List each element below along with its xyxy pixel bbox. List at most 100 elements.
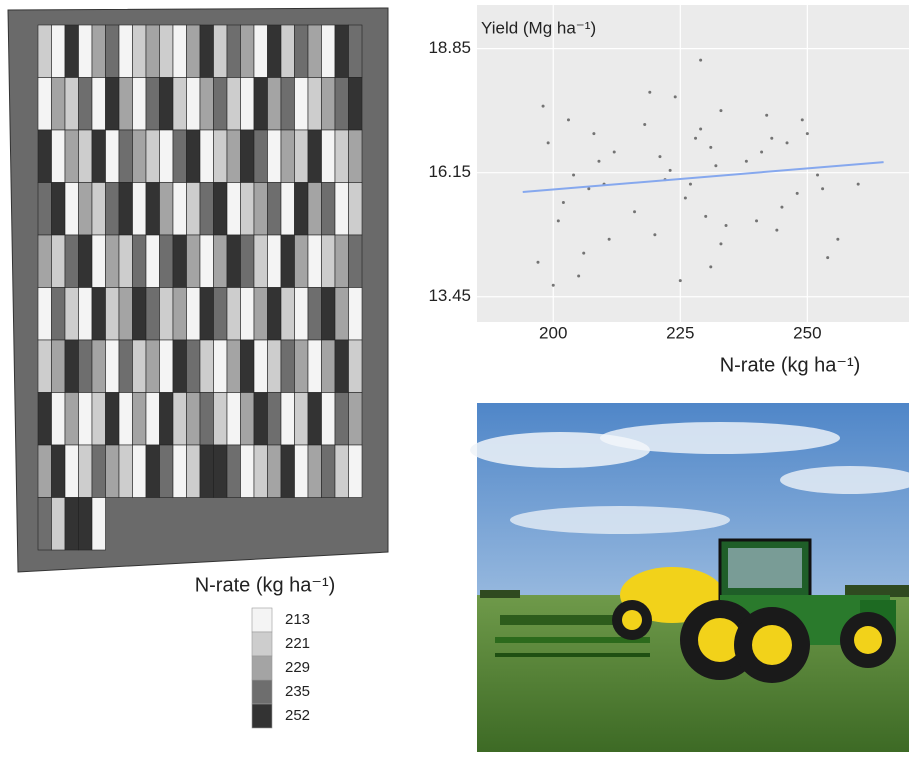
plot-cell xyxy=(295,393,309,446)
plot-cell xyxy=(38,288,52,341)
plot-cell xyxy=(241,393,255,446)
plot-cell xyxy=(133,340,147,393)
plot-cell xyxy=(322,340,336,393)
plot-cell xyxy=(119,235,133,288)
legend-label: 229 xyxy=(285,659,310,676)
plot-cell xyxy=(349,340,363,393)
point xyxy=(704,215,707,218)
point xyxy=(806,132,809,135)
x-axis-label: N-rate (kg ha⁻¹) xyxy=(720,354,861,376)
plot-cell xyxy=(295,183,309,236)
plot-cell xyxy=(322,183,336,236)
plot-cell xyxy=(79,235,93,288)
plot-cell xyxy=(92,288,106,341)
point xyxy=(542,105,545,108)
plot-cell xyxy=(200,183,214,236)
plot-cell xyxy=(133,445,147,498)
plot-cell xyxy=(214,25,228,78)
point xyxy=(836,238,839,241)
plot-cell xyxy=(133,393,147,446)
plot-cell xyxy=(281,445,295,498)
plot-cell xyxy=(295,130,309,183)
plot-cell xyxy=(52,78,66,131)
plot-cell xyxy=(187,288,201,341)
plot-cell xyxy=(268,235,282,288)
plot-cell xyxy=(227,445,241,498)
plot-cell xyxy=(146,288,160,341)
figure: N-rate (kg ha⁻¹)21322122923525213.4516.1… xyxy=(0,0,909,752)
plot-cell xyxy=(146,235,160,288)
plot-cell xyxy=(146,340,160,393)
plot-cell xyxy=(335,130,349,183)
plot-cell xyxy=(335,393,349,446)
plot-cell xyxy=(52,183,66,236)
plot-cell xyxy=(349,183,363,236)
plot-cell xyxy=(322,78,336,131)
point xyxy=(714,164,717,167)
point xyxy=(653,233,656,236)
plot-cell xyxy=(173,25,187,78)
plot-cell xyxy=(241,130,255,183)
plot-cell xyxy=(308,130,322,183)
plot-cell xyxy=(322,393,336,446)
plot-cell xyxy=(65,235,79,288)
plot-cell xyxy=(281,130,295,183)
plot-cell xyxy=(187,393,201,446)
plot-cell xyxy=(200,25,214,78)
plot-cell xyxy=(200,340,214,393)
plot-cell xyxy=(254,183,268,236)
plot-cell xyxy=(227,340,241,393)
plot-cell xyxy=(241,288,255,341)
plot-cell xyxy=(268,340,282,393)
plot-cell xyxy=(241,340,255,393)
plot-cell xyxy=(65,498,79,551)
plot-cell xyxy=(160,393,174,446)
plot-cell xyxy=(92,445,106,498)
legend-swatch xyxy=(252,632,272,656)
plot-cell xyxy=(335,78,349,131)
plot-cell xyxy=(160,235,174,288)
point xyxy=(745,160,748,163)
plot-cell xyxy=(52,498,66,551)
plot-cell xyxy=(133,25,147,78)
plot-cell xyxy=(79,130,93,183)
point xyxy=(643,123,646,126)
plot-cell xyxy=(146,183,160,236)
plot-cell xyxy=(322,288,336,341)
plot-cell xyxy=(173,183,187,236)
plot-cell xyxy=(52,130,66,183)
plot-cell xyxy=(308,235,322,288)
plot-cell xyxy=(335,340,349,393)
x-tick-label: 225 xyxy=(666,323,694,342)
plot-cell xyxy=(106,393,120,446)
plot-cell xyxy=(160,288,174,341)
plot-cell xyxy=(187,340,201,393)
plot-cell xyxy=(200,393,214,446)
plot-cell xyxy=(187,235,201,288)
plot-cell xyxy=(308,25,322,78)
plot-cell xyxy=(173,340,187,393)
plot-cell xyxy=(308,445,322,498)
plot-cell xyxy=(268,393,282,446)
plot-cell xyxy=(241,235,255,288)
plot-cell xyxy=(106,340,120,393)
plot-cell xyxy=(79,78,93,131)
photo-tractor xyxy=(470,403,909,752)
point xyxy=(562,201,565,204)
plot-cell xyxy=(119,78,133,131)
plot-cell xyxy=(38,340,52,393)
plot-cell xyxy=(308,340,322,393)
plot-cell xyxy=(349,445,363,498)
plot-cell xyxy=(173,445,187,498)
plot-cell xyxy=(160,78,174,131)
plot-cell xyxy=(268,288,282,341)
x-tick-label: 200 xyxy=(539,323,567,342)
plot-cell xyxy=(92,498,106,551)
plot-cell xyxy=(119,288,133,341)
plot-cell xyxy=(214,445,228,498)
plot-cell xyxy=(79,498,93,551)
plot-cell xyxy=(281,25,295,78)
plot-cell xyxy=(241,78,255,131)
legend-title: N-rate (kg ha⁻¹) xyxy=(195,574,336,596)
plot-cell xyxy=(65,183,79,236)
